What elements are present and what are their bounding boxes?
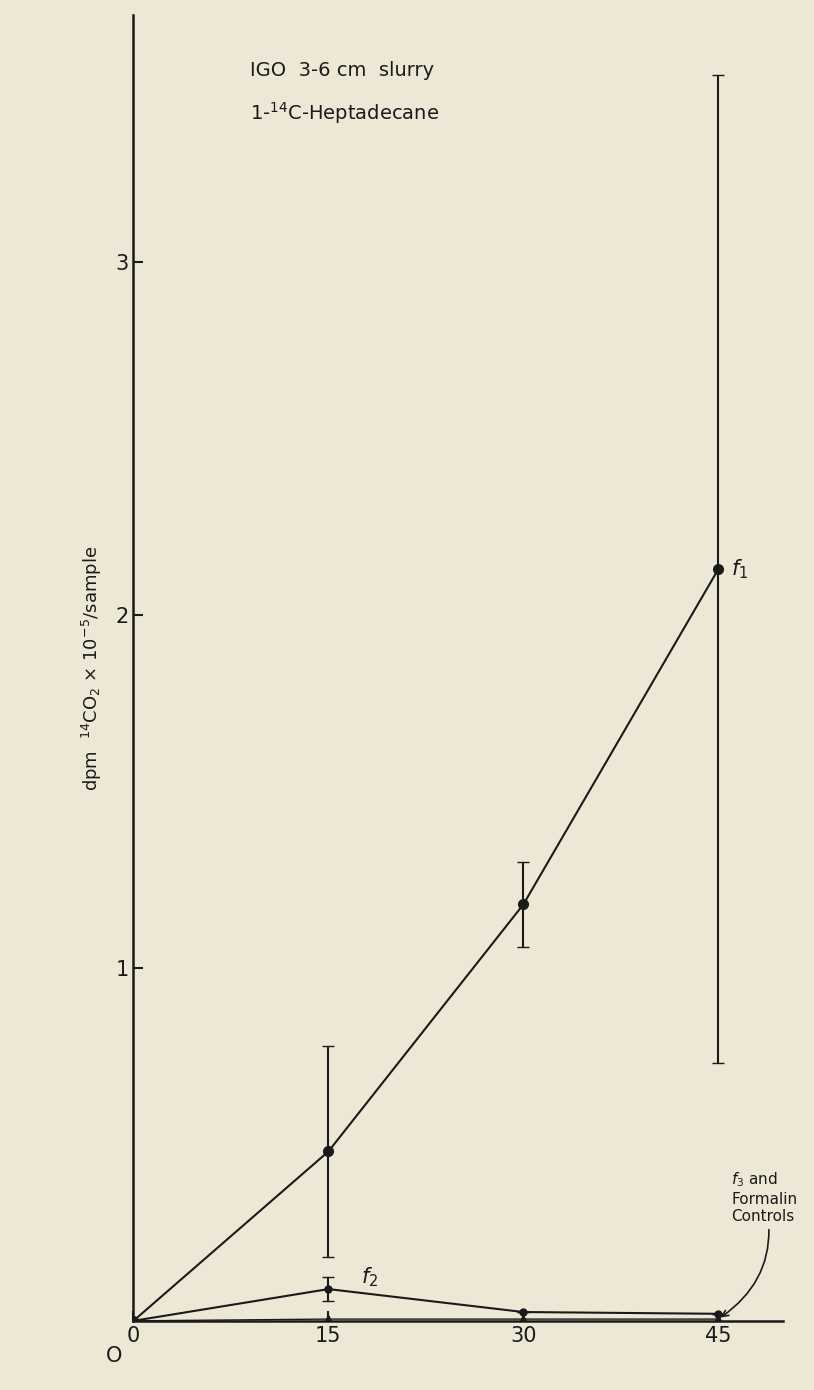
Text: $f_1$: $f_1$ xyxy=(731,557,749,581)
Text: O: O xyxy=(106,1346,122,1365)
Text: $f_2$: $f_2$ xyxy=(361,1265,379,1289)
Text: IGO  3-6 cm  slurry: IGO 3-6 cm slurry xyxy=(251,61,435,79)
Text: 1-$^{14}$C-Heptadecane: 1-$^{14}$C-Heptadecane xyxy=(251,100,440,125)
Y-axis label: dpm  $^{14}$CO$_2$ × 10$^{-5}$/sample: dpm $^{14}$CO$_2$ × 10$^{-5}$/sample xyxy=(80,545,104,791)
Text: $f_3$ and
Formalin
Controls: $f_3$ and Formalin Controls xyxy=(722,1170,798,1316)
